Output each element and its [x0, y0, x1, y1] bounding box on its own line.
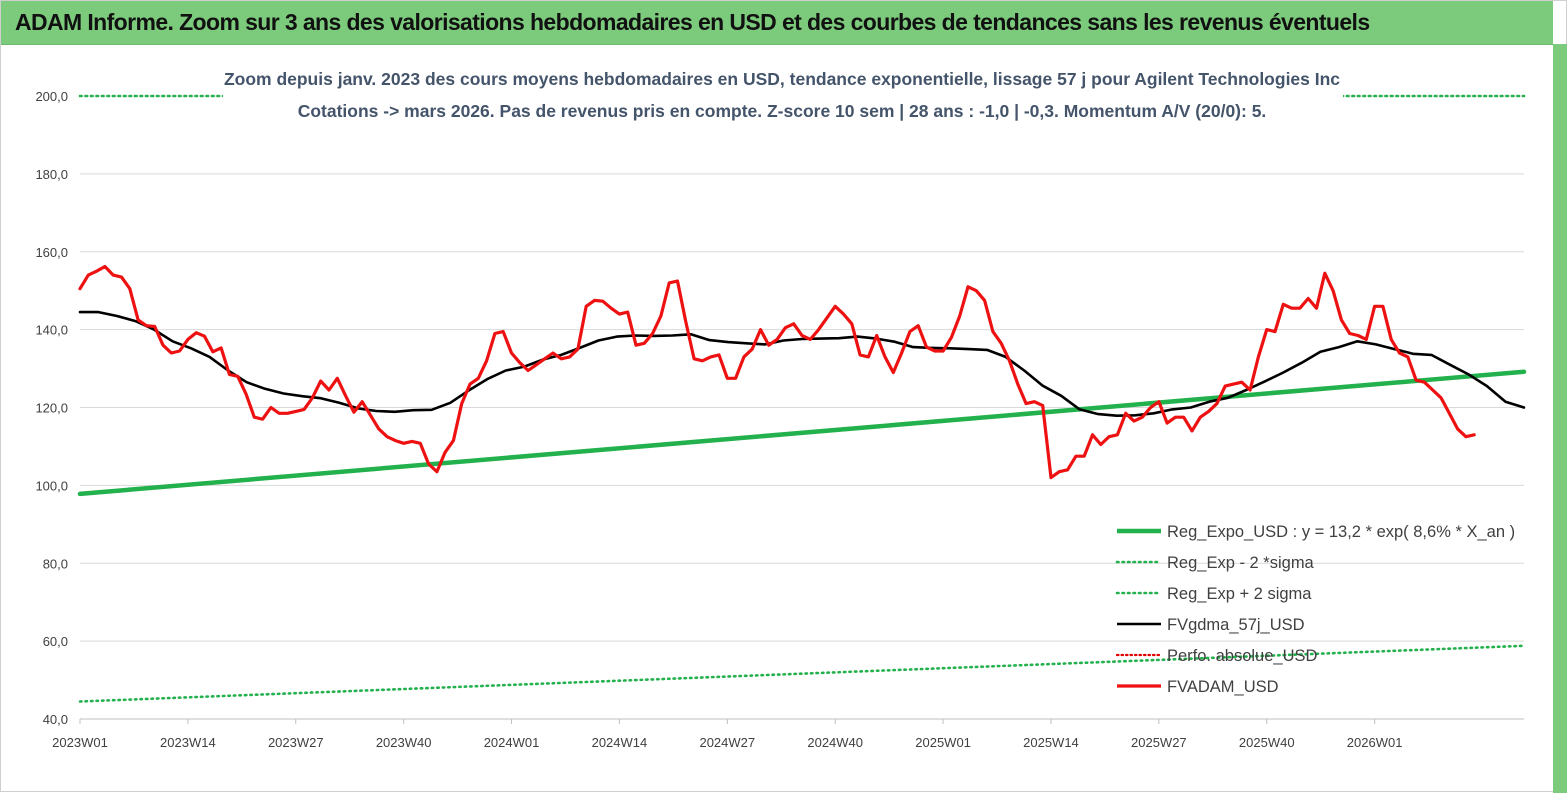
x-tick-label: 2025W27 — [1131, 735, 1187, 750]
x-axis: 2023W01 2023W14 2023W27 2023W40 2024W01 2024W… — [52, 718, 1524, 750]
x-tick-label: 2024W27 — [699, 735, 755, 750]
x-tick-label: 2023W27 — [268, 735, 324, 750]
report-title: ADAM Informe. Zoom sur 3 ans des valoris… — [15, 9, 1370, 35]
chart-title-line-2: Cotations -> mars 2026. Pas de revenus p… — [298, 101, 1267, 121]
x-tick-label: 2024W01 — [484, 735, 540, 750]
x-tick-label: 2025W14 — [1023, 735, 1079, 750]
legend-label: FVgdma_57j_USD — [1167, 616, 1305, 634]
y-tick-label: 80,0 — [43, 556, 68, 571]
x-tick-label: 2024W40 — [807, 735, 863, 750]
y-tick-label: 40,0 — [43, 712, 68, 727]
series-layer — [77, 94, 1527, 703]
y-tick-label: 140,0 — [35, 323, 68, 338]
legend-label: Perfo. absolue_USD — [1167, 647, 1318, 665]
x-tick-label: 2023W01 — [52, 735, 108, 750]
x-tick-label: 2024W14 — [592, 735, 648, 750]
series-line-trend — [77, 369, 1527, 497]
x-tick-label: 2025W40 — [1239, 735, 1295, 750]
x-tick-label: 2026W01 — [1347, 735, 1403, 750]
legend-label: Reg_Exp - 2 *sigma — [1167, 554, 1315, 572]
y-tick-label: 200,0 — [35, 89, 68, 104]
gridlines — [80, 95, 1524, 720]
report-banner: ADAM Informe. Zoom sur 3 ans des valoris… — [1, 1, 1553, 45]
series-line-price — [78, 264, 1476, 480]
legend-label: Reg_Expo_USD : y = 13,2 * exp( 8,6% * X_… — [1167, 523, 1515, 541]
y-tick-label: 60,0 — [43, 634, 68, 649]
legend-label: FVADAM_USD — [1167, 678, 1279, 696]
legend: Reg_Expo_USD : y = 13,2 * exp( 8,6% * X_… — [1115, 523, 1515, 696]
title-background — [223, 65, 1343, 127]
legend-label: Reg_Exp + 2 sigma — [1167, 585, 1312, 603]
right-border-strip — [1553, 44, 1567, 793]
y-tick-label: 120,0 — [35, 401, 68, 416]
x-tick-label: 2023W40 — [376, 735, 432, 750]
y-tick-label: 160,0 — [35, 245, 68, 260]
x-tick-label: 2025W01 — [915, 735, 971, 750]
y-tick-label: 100,0 — [35, 478, 68, 493]
y-tick-label: 180,0 — [35, 167, 68, 182]
y-axis: 40,0 60,0 80,0 100,0 120,0 140,0 160,0 180,0 200… — [35, 89, 68, 727]
x-tick-label: 2023W14 — [160, 735, 216, 750]
chart-title-line-1: Zoom depuis janv. 2023 des cours moyens … — [224, 69, 1340, 89]
chart-title: Zoom depuis janv. 2023 des cours moyens … — [223, 65, 1343, 127]
series-line-gdma — [78, 310, 1526, 417]
series-line-sigma — [78, 644, 1526, 703]
